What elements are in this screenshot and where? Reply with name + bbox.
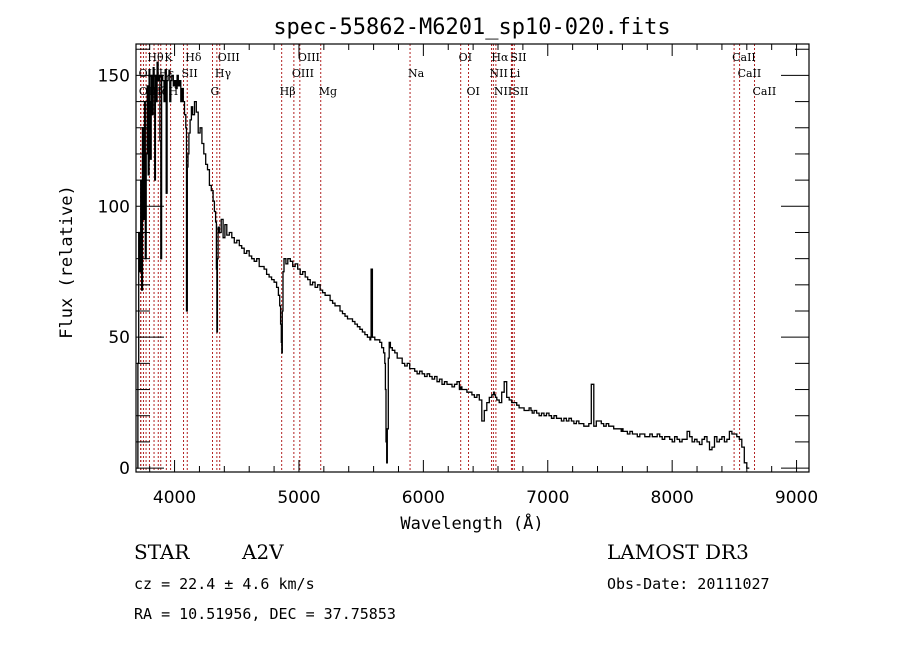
observation-date: Obs-Date: 20111027 bbox=[607, 575, 770, 593]
marker-label: OIII bbox=[298, 51, 320, 64]
axis-tick-labels: 4000 5000 6000 7000 8000 9000 0 50 100 150 bbox=[98, 66, 819, 508]
y-tick-label: 100 bbox=[98, 197, 130, 217]
marker-label: G bbox=[211, 85, 220, 98]
x-tick-label: 7000 bbox=[526, 488, 569, 508]
marker-label: OI bbox=[467, 85, 480, 98]
marker-label: Na bbox=[408, 67, 425, 80]
coordinates-readout: RA = 10.51956, DEC = 37.75853 bbox=[134, 605, 396, 623]
marker-label: Hβ bbox=[280, 85, 296, 98]
spectrum-line bbox=[137, 61, 750, 469]
marker-label: OIII bbox=[218, 51, 240, 64]
marker-label: SII bbox=[182, 67, 198, 80]
marker-label: Hγ bbox=[215, 67, 232, 80]
marker-label: OIII bbox=[292, 67, 314, 80]
y-axis-label: Flux (relative) bbox=[57, 185, 77, 339]
line-markers bbox=[140, 44, 756, 472]
y-tick-label: 150 bbox=[98, 66, 130, 86]
chart-title: spec-55862-M6201_sp10-020.fits bbox=[273, 15, 670, 40]
plot-frame bbox=[135, 43, 810, 473]
marker-label: Hδ bbox=[185, 51, 202, 64]
marker-label: SII bbox=[512, 85, 528, 98]
x-tick-label: 4000 bbox=[153, 488, 196, 508]
x-tick-label: 8000 bbox=[651, 488, 694, 508]
marker-label: Hα bbox=[491, 51, 509, 64]
marker-label: CaII bbox=[753, 85, 777, 98]
y-tick-label: 0 bbox=[119, 459, 130, 479]
marker-label: SII bbox=[510, 51, 526, 64]
marker-label: CaII bbox=[738, 67, 762, 80]
x-tick-label: 9000 bbox=[775, 488, 818, 508]
object-subclass: A2V bbox=[241, 540, 284, 564]
x-tick-label: 5000 bbox=[277, 488, 320, 508]
marker-label: Hθ bbox=[147, 51, 164, 64]
marker-label: CaII bbox=[732, 51, 756, 64]
y-tick-label: 50 bbox=[108, 328, 130, 348]
marker-label: NII bbox=[490, 67, 508, 80]
object-class: STAR bbox=[134, 540, 190, 564]
x-axis-label: Wavelength (Å) bbox=[400, 512, 543, 534]
redshift-readout: cz = 22.4 ± 4.6 km/s bbox=[134, 575, 315, 593]
marker-label: H bbox=[169, 85, 179, 98]
marker-label: NII bbox=[494, 85, 512, 98]
survey-name: LAMOST DR3 bbox=[607, 540, 749, 564]
marker-label: Mg bbox=[319, 85, 337, 98]
x-tick-label: 6000 bbox=[402, 488, 445, 508]
marker-label: Li bbox=[509, 67, 520, 80]
marker-label: K bbox=[164, 51, 173, 64]
marker-label: OI bbox=[459, 51, 472, 64]
axis-ticks bbox=[136, 44, 809, 472]
